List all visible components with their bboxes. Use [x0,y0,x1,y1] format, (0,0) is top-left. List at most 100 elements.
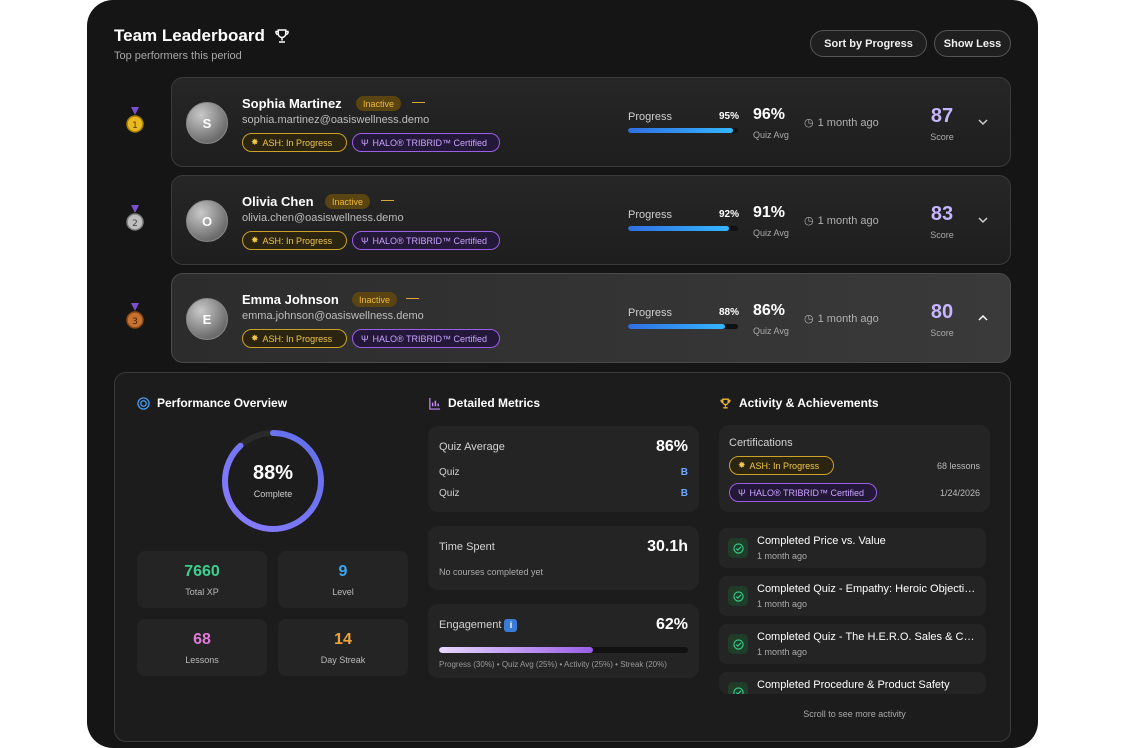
show-less-button[interactable]: Show Less [934,30,1011,57]
chevron-up-icon[interactable] [977,312,989,324]
member-email: sophia.martinez@oasiswellness.demo [242,114,430,126]
activity-title: Completed Procedure & Product Safety [757,679,950,691]
progress-label: Progress [628,209,673,221]
status-dash: — [381,192,394,207]
sun-icon: ✸ [251,235,259,245]
engagement-card: Engagement i 62% Progress (30%) • Quiz A… [428,604,699,678]
ash-certification-tag: ✸ ASH: In Progress [242,231,347,250]
activity-title: Completed Price vs. Value [757,535,886,547]
stat-total-xp: 7660 Total XP [137,551,267,608]
gold-medal-icon: 1 [126,107,144,133]
performance-overview-heading: Performance Overview [137,396,287,410]
info-icon[interactable]: i [504,619,518,632]
activity-item[interactable]: Completed Price vs. Value 1 month ago [719,528,986,568]
status-dash: — [406,290,419,305]
activity-time: 1 month ago [757,551,808,561]
member-email: emma.johnson@oasiswellness.demo [242,310,424,322]
member-email: olivia.chen@oasiswellness.demo [242,212,404,224]
activity-title: Completed Quiz - Empathy: Heroic Objecti… [757,583,979,595]
quiz-average-label: Quiz Average [439,441,505,453]
clock-icon: ◷ [804,313,814,325]
stat-label: Day Streak [320,655,366,665]
score-value: 83 [930,203,954,225]
svg-text:2: 2 [132,219,138,229]
time-spent-value: 30.1h [647,538,688,555]
quiz-avg-value: 86% [753,302,786,319]
time-spent-note: No courses completed yet [439,567,544,577]
halo-certification-tag: Ψ HALO® TRIBRID™ Certified [352,133,500,152]
halo-certified-date: 1/24/2026 [939,488,980,498]
check-circle-icon [728,538,748,558]
score-label: Score [930,328,954,338]
chevron-down-icon[interactable] [977,116,989,128]
activity-item[interactable]: Completed Quiz - Empathy: Heroic Objecti… [719,576,986,616]
clock-icon: ◷ [804,117,814,129]
quiz-avg-value: 96% [753,106,786,123]
bar-chart-icon [429,397,441,410]
sun-icon: ✸ [251,137,259,147]
quiz-item-grade: B [680,488,688,499]
certifications-label: Certifications [729,437,793,449]
progress-percent: 92% [718,209,739,220]
avatar: O [186,200,228,242]
trident-icon: Ψ [361,137,369,148]
sort-by-progress-button[interactable]: Sort by Progress [810,30,927,57]
trident-icon: Ψ [361,333,369,344]
member-details-panel: Performance Overview 88% Complete 7660 T… [114,372,1011,742]
engagement-value: 62% [655,616,688,633]
engagement-bar-fill [439,647,594,653]
activity-time: 1 month ago [757,647,808,657]
stat-label: Level [332,587,354,597]
svg-text:3: 3 [132,317,138,327]
activity-item[interactable]: Completed Quiz - The H.E.R.O. Sales & Co… [719,624,986,664]
member-name: Olivia Chen [242,194,314,209]
member-name: Sophia Martinez [242,96,342,111]
stat-level: 9 Level [278,551,408,608]
quiz-avg-value: 91% [753,204,786,221]
score-value: 87 [930,105,954,127]
activity-item[interactable]: Completed Procedure & Product Safety [719,672,986,694]
completion-ring-arc [222,430,324,532]
trident-icon: Ψ [361,235,369,246]
quiz-item-label: Quiz [439,467,460,478]
svg-text:1: 1 [132,121,138,131]
last-active: ◷ 1 month ago [804,116,879,130]
progress-label: Progress [628,111,673,123]
status-badge: Inactive [356,96,402,111]
certifications-card: Certifications ✸ ASH: In Progress 68 less… [719,425,990,512]
activity-achievements-heading: Activity & Achievements [719,396,879,410]
ash-certification-tag: ✸ ASH: In Progress [242,133,347,152]
ash-certification-tag: ✸ ASH: In Progress [242,329,347,348]
leaderboard-row-sophia[interactable]: S Sophia Martinez Inactive — sophia.mart… [171,77,1011,167]
activity-title: Completed Quiz - The H.E.R.O. Sales & Co… [757,631,979,643]
score-label: Score [930,132,954,142]
chevron-down-icon[interactable] [977,214,989,226]
completion-label: Complete [253,489,293,499]
engagement-label: Engagement i [439,619,518,632]
sun-icon: ✸ [738,460,746,470]
trident-icon: Ψ [738,487,746,498]
score-value: 80 [930,301,954,323]
quiz-item-grade: B [680,467,688,478]
quiz-item-label: Quiz [439,488,460,499]
silver-medal-icon: 2 [126,205,144,231]
stat-day-streak: 14 Day Streak [278,619,408,676]
stat-label: Total XP [185,587,219,597]
stat-value: 68 [193,631,211,648]
status-dash: — [412,94,425,109]
check-circle-icon [728,682,748,694]
progress-bar-fill [628,226,730,231]
detailed-metrics-heading: Detailed Metrics [428,396,540,410]
avatar: S [186,102,228,144]
leaderboard-row-emma[interactable]: E Emma Johnson Inactive — emma.johnson@o… [171,273,1011,363]
time-spent-label: Time Spent [439,541,495,553]
progress-bar [628,226,738,231]
progress-bar [628,128,738,133]
progress-bar-fill [628,128,733,133]
progress-percent: 88% [718,307,739,318]
scroll-hint: Scroll to see more activity [803,709,906,719]
leaderboard-row-olivia[interactable]: O Olivia Chen Inactive — olivia.chen@oas… [171,175,1011,265]
ash-lessons-count: 68 lessons [936,461,980,471]
progress-label: Progress [628,307,673,319]
last-active: ◷ 1 month ago [804,214,879,228]
